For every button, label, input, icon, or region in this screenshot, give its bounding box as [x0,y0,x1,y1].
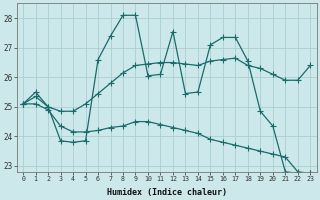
X-axis label: Humidex (Indice chaleur): Humidex (Indice chaleur) [107,188,227,197]
